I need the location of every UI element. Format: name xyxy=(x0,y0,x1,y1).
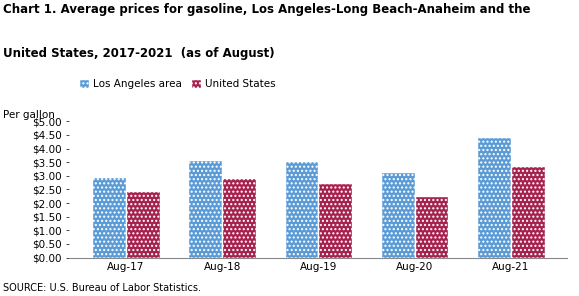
Bar xyxy=(222,178,256,258)
Text: SOURCE: U.S. Bureau of Labor Statistics.: SOURCE: U.S. Bureau of Labor Statistics. xyxy=(3,283,201,293)
Text: Chart 1. Average prices for gasoline, Los Angeles-Long Beach-Anaheim and the: Chart 1. Average prices for gasoline, Lo… xyxy=(3,3,530,16)
Bar xyxy=(381,172,415,258)
Bar xyxy=(511,166,545,258)
Bar xyxy=(415,196,449,258)
Legend: Los Angeles area, United States: Los Angeles area, United States xyxy=(75,75,280,93)
Text: United States, 2017-2021  (as of August): United States, 2017-2021 (as of August) xyxy=(3,47,274,60)
Bar xyxy=(92,177,126,258)
Bar xyxy=(285,161,318,258)
Bar xyxy=(126,191,160,258)
Bar xyxy=(477,137,511,258)
Text: Per gallon: Per gallon xyxy=(3,110,55,120)
Bar xyxy=(318,183,352,258)
Bar xyxy=(188,160,222,258)
